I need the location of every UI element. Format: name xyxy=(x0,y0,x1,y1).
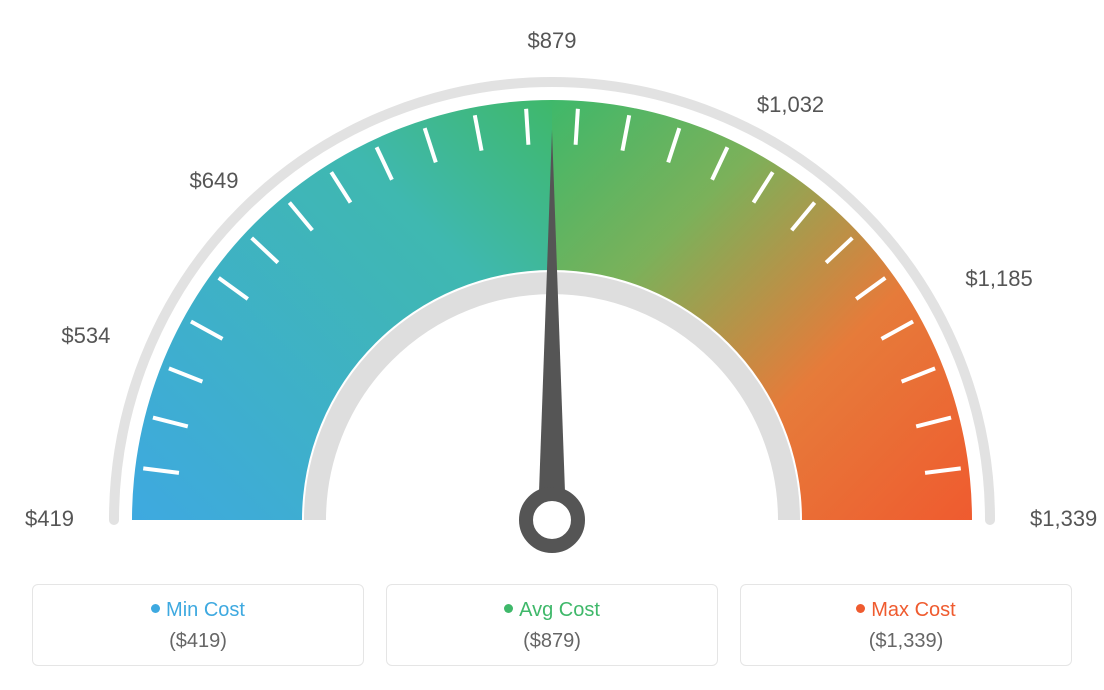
gauge-svg: $419 $534 $649 $879 $1,032 $1,185 $1,339 xyxy=(0,0,1104,570)
svg-text:$534: $534 xyxy=(61,323,110,348)
legend-card-avg: Avg Cost ($879) xyxy=(386,584,718,666)
legend-dot-max xyxy=(856,604,865,613)
svg-text:$1,185: $1,185 xyxy=(965,266,1032,291)
legend-title-max: Max Cost xyxy=(751,599,1061,622)
legend-value-max: ($1,339) xyxy=(751,630,1061,653)
legend-card-max: Max Cost ($1,339) xyxy=(740,584,1072,666)
svg-text:$419: $419 xyxy=(25,506,74,531)
legend-card-min: Min Cost ($419) xyxy=(32,584,364,666)
legend-value-avg: ($879) xyxy=(397,630,707,653)
legend-title-min: Min Cost xyxy=(43,599,353,622)
svg-text:$1,339: $1,339 xyxy=(1030,506,1097,531)
legend-row: Min Cost ($419) Avg Cost ($879) Max Cost… xyxy=(32,584,1072,666)
legend-dot-min xyxy=(151,604,160,613)
svg-text:$879: $879 xyxy=(528,28,577,53)
legend-dot-avg xyxy=(504,604,513,613)
legend-title-avg: Avg Cost xyxy=(397,599,707,622)
gauge-area: $419 $534 $649 $879 $1,032 $1,185 $1,339 xyxy=(0,0,1104,570)
legend-label-max: Max Cost xyxy=(871,599,955,621)
svg-text:$1,032: $1,032 xyxy=(757,92,824,117)
svg-text:$649: $649 xyxy=(190,168,239,193)
legend-value-min: ($419) xyxy=(43,630,353,653)
legend-label-min: Min Cost xyxy=(166,599,245,621)
cost-gauge-chart: $419 $534 $649 $879 $1,032 $1,185 $1,339 Min C… xyxy=(0,0,1104,690)
legend-label-avg: Avg Cost xyxy=(519,599,600,621)
